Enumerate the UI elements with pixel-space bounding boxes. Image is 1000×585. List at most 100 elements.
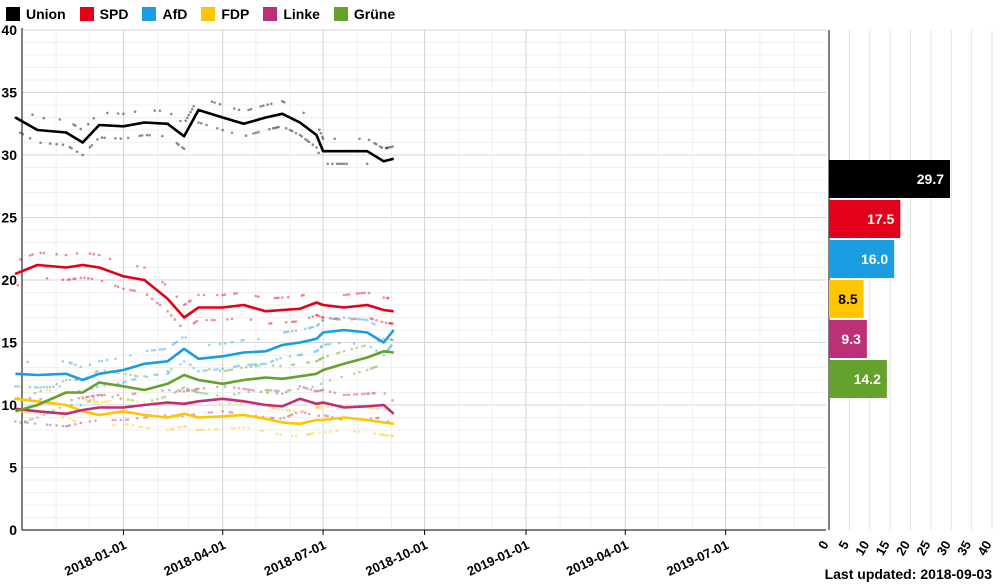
poll-point-linke (221, 410, 224, 413)
poll-point-union (319, 132, 323, 135)
poll-point-spd (315, 314, 319, 317)
poll-point-spd (294, 320, 298, 323)
poll-point-spd (221, 293, 224, 297)
poll-point-grune (133, 374, 137, 378)
poll-point-union (122, 112, 125, 116)
poll-point-spd (284, 320, 288, 324)
poll-point-linke (26, 421, 29, 424)
poll-point-union (230, 131, 234, 135)
poll-point-union (385, 146, 389, 150)
poll-point-fdp (81, 397, 84, 401)
poll-point-fdp (171, 427, 175, 431)
poll-point-grune (192, 389, 195, 393)
poll-point-fdp (85, 398, 88, 401)
poll-point-afd (216, 368, 219, 371)
poll-point-grune (389, 338, 392, 341)
poll-point-linke (74, 422, 77, 426)
poll-point-grune (36, 416, 39, 419)
poll-point-afd (68, 361, 72, 364)
poll-point-fdp (79, 421, 83, 425)
bar-axis-tick-label: 20 (893, 538, 913, 558)
poll-point-afd (129, 354, 132, 357)
poll-point-fdp (182, 425, 186, 428)
poll-point-spd (233, 292, 236, 295)
poll-point-linke (333, 391, 337, 395)
poll-point-grune (328, 379, 332, 382)
poll-point-fdp (390, 434, 393, 438)
poll-point-spd (79, 276, 83, 280)
poll-point-union (254, 131, 258, 135)
poll-point-linke (61, 424, 65, 428)
poll-point-fdp (39, 412, 42, 416)
poll-point-fdp (195, 428, 199, 431)
poll-point-fdp (335, 429, 339, 433)
poll-point-union (317, 151, 321, 155)
trend-line-afd (15, 328, 395, 382)
poll-point-linke (194, 388, 197, 391)
poll-point-union (161, 134, 164, 138)
poll-point-linke (315, 390, 318, 393)
poll-point-linke (90, 394, 94, 398)
poll-point-afd (271, 359, 275, 363)
legend-item-linke: Linke (263, 6, 320, 22)
poll-point-fdp (235, 401, 238, 405)
poll-point-grune (257, 364, 260, 368)
poll-point-grune (153, 373, 156, 377)
poll-point-fdp (94, 400, 97, 404)
poll-point-linke (230, 411, 234, 414)
poll-point-afd (192, 366, 195, 370)
poll-point-afd (106, 358, 109, 362)
poll-point-afd (223, 342, 227, 345)
poll-point-afd (158, 348, 162, 351)
poll-point-grune (363, 344, 366, 348)
poll-point-spd (92, 252, 95, 256)
poll-point-grune (270, 389, 273, 392)
poll-point-spd (68, 278, 72, 281)
poll-point-linke (161, 389, 164, 392)
poll-point-linke (317, 414, 321, 418)
poll-point-spd (360, 291, 364, 295)
poll-point-grune (228, 368, 231, 372)
poll-point-grune (315, 359, 319, 363)
poll-point-union (288, 128, 292, 132)
poll-point-linke (383, 392, 387, 395)
poll-point-grune (181, 387, 184, 390)
poll-point-grune (371, 366, 375, 370)
poll-point-fdp (271, 406, 275, 410)
legend-item-fdp: FDP (201, 6, 249, 22)
x-tick-label: 2019-07-01 (664, 537, 731, 579)
poll-point-linke (375, 416, 378, 420)
bar-axis-tick-label: 25 (913, 538, 933, 558)
poll-point-union (244, 134, 248, 137)
poll-point-linke (294, 411, 298, 415)
poll-point-afd (45, 385, 49, 389)
poll-point-afd (145, 349, 149, 353)
poll-point-spd (363, 291, 366, 295)
poll-point-spd (182, 303, 186, 307)
poll-point-grune (254, 364, 258, 368)
poll-point-fdp (28, 411, 32, 415)
poll-point-grune (136, 375, 139, 378)
poll-point-linke (131, 392, 135, 396)
poll-point-grune (156, 397, 159, 401)
poll-point-fdp (371, 407, 375, 410)
poll-point-union (340, 162, 344, 166)
poll-point-grune (199, 391, 203, 395)
poll-point-spd (100, 279, 104, 283)
poll-point-afd (235, 365, 238, 368)
poll-point-union (192, 105, 195, 108)
last-updated: Last updated: 2018-09-03 (825, 566, 992, 582)
current-bar-label-fdp: 8.5 (838, 291, 858, 307)
poll-point-grune (39, 389, 42, 393)
poll-point-union (282, 100, 286, 104)
poll-point-union (182, 147, 186, 151)
poll-point-grune (290, 363, 294, 367)
poll-point-afd (342, 316, 346, 319)
poll-point-spd (380, 320, 384, 324)
poll-point-linke (279, 417, 282, 420)
poll-point-afd (286, 330, 290, 334)
poll-point-linke (365, 392, 369, 396)
poll-point-fdp (126, 423, 130, 426)
poll-point-grune (382, 337, 386, 341)
